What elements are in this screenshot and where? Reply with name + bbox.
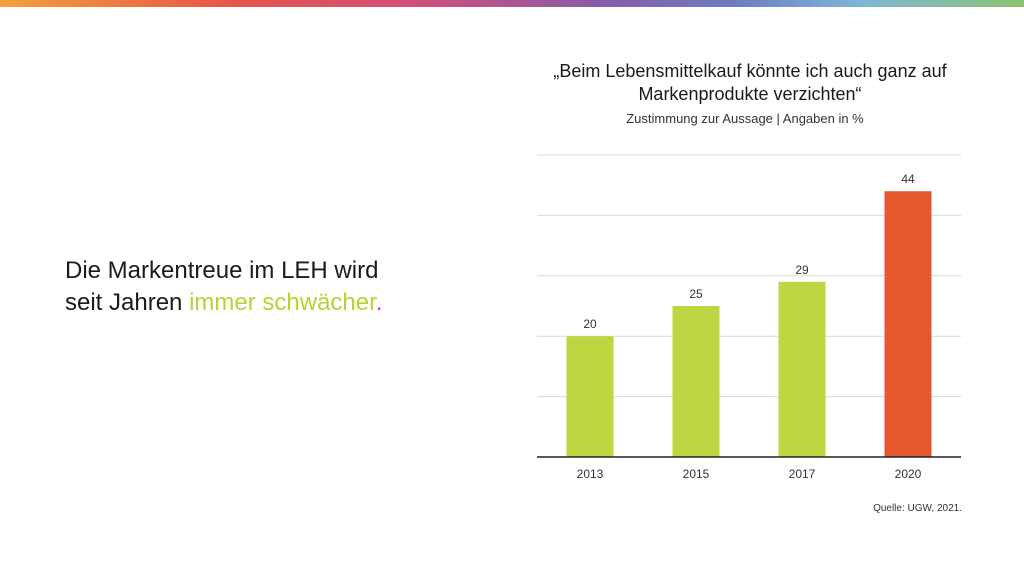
headline-dot: . <box>375 289 383 316</box>
headline-line2-prefix: seit Jahren <box>65 289 190 316</box>
x-tick-label-2020: 2020 <box>895 467 922 481</box>
headline-line1: Die Markentreue im LEH wird <box>65 257 379 284</box>
data-label-2020: 44 <box>901 172 915 186</box>
data-label-2013: 20 <box>583 317 597 331</box>
x-tick-label-2013: 2013 <box>577 467 604 481</box>
bar-2020 <box>884 191 932 458</box>
data-label-2017: 29 <box>795 263 809 277</box>
top-color-stripe <box>0 0 1024 7</box>
headline-highlight: immer schwächer <box>189 289 376 316</box>
bar-2015 <box>672 306 720 457</box>
bar-2017 <box>778 281 826 457</box>
slide-headline: Die Markentreue im LEH wird seit Jahren … <box>65 255 465 319</box>
x-tick-label-2015: 2015 <box>683 467 710 481</box>
data-label-2015: 25 <box>689 287 703 301</box>
source-note: Quelle: UGW, 2021. <box>873 503 962 514</box>
bar-2013 <box>566 336 614 457</box>
chart-title: „Beim Lebensmittelkauf könnte ich auch g… <box>553 61 947 104</box>
chart-subtitle: Zustimmung zur Aussage | Angaben in % <box>626 111 864 126</box>
x-tick-label-2017: 2017 <box>789 467 816 481</box>
